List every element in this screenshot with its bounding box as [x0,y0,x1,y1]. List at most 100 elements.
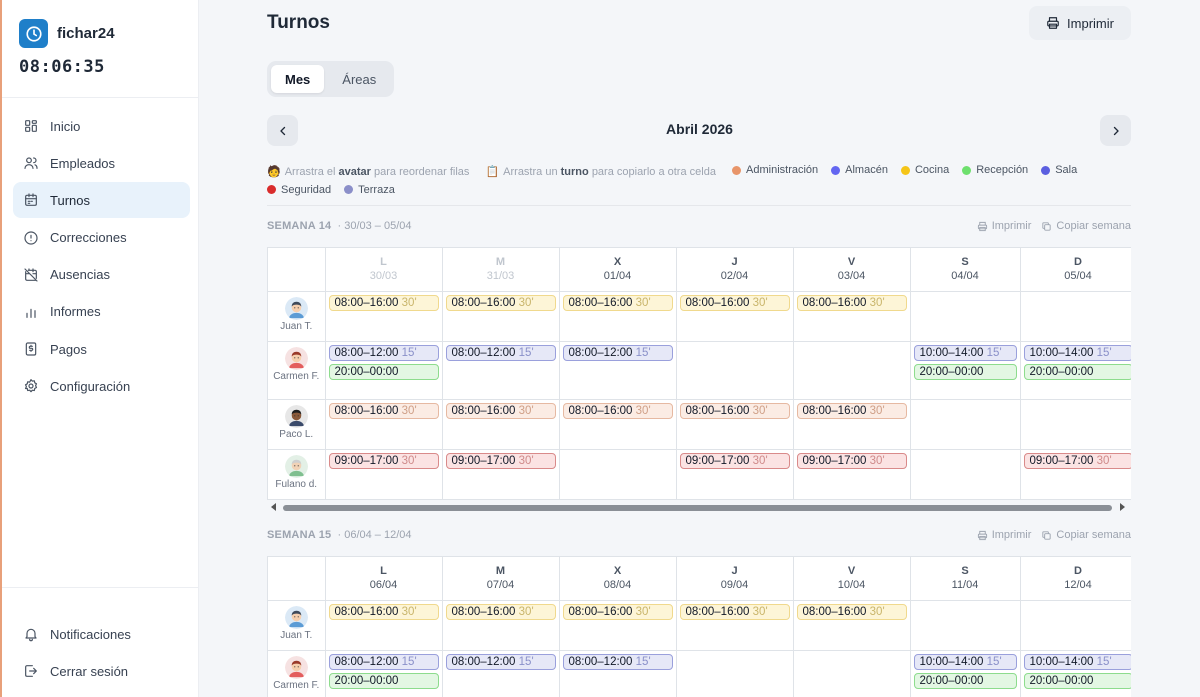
scroll-right-arrow-icon[interactable] [1120,502,1125,511]
next-month-button[interactable] [1100,115,1131,146]
shift-chip[interactable]: 08:00–16:00 30' [679,603,790,620]
shift-cell[interactable] [793,650,911,697]
shift-cell[interactable]: 08:00–16:00 30' [325,399,443,450]
sidebar-item-configuración[interactable]: Configuración [13,368,190,404]
shift-cell[interactable]: 08:00–12:00 15' [559,650,677,697]
sidebar-item-informes[interactable]: Informes [13,294,190,330]
sidebar-item-correcciones[interactable]: Correcciones [13,220,190,256]
shift-chip[interactable]: 10:00–14:00 15' [913,344,1017,361]
shift-cell[interactable]: 08:00–12:00 15' [559,341,677,400]
shift-chip[interactable]: 08:00–16:00 30' [445,402,556,419]
shift-chip[interactable]: 20:00–00:00 [913,363,1017,380]
shift-cell[interactable] [559,449,677,500]
shift-cell[interactable]: 08:00–16:00 30' [442,291,560,342]
shift-chip[interactable]: 20:00–00:00 [328,672,439,689]
shift-cell[interactable]: 08:00–16:00 30' [793,600,911,651]
print-button[interactable]: Imprimir [1029,6,1131,40]
shift-cell[interactable] [1020,600,1131,651]
tab-mes[interactable]: Mes [271,65,325,93]
shift-cell[interactable]: 10:00–14:00 15' 20:00–00:00 [1020,650,1131,697]
shift-cell[interactable]: 08:00–16:00 30' [559,399,677,450]
shift-chip[interactable]: 09:00–17:00 30' [679,452,790,469]
shift-chip[interactable]: 09:00–17:00 30' [328,452,439,469]
week-print-button[interactable]: Imprimir [977,220,1031,232]
shift-chip[interactable]: 08:00–16:00 30' [328,603,439,620]
shift-chip[interactable]: 09:00–17:00 30' [796,452,907,469]
shift-chip[interactable]: 10:00–14:00 15' [1023,653,1131,670]
shift-cell[interactable] [1020,399,1131,450]
shift-cell[interactable]: 08:00–16:00 30' [559,600,677,651]
shift-chip[interactable]: 20:00–00:00 [328,363,439,380]
shift-cell[interactable]: 08:00–16:00 30' [793,291,911,342]
shift-chip[interactable]: 08:00–16:00 30' [445,294,556,311]
shift-cell[interactable]: 08:00–12:00 15' 20:00–00:00 [325,341,443,400]
shift-cell[interactable]: 08:00–16:00 30' [793,399,911,450]
shift-chip[interactable]: 08:00–16:00 30' [679,294,790,311]
avatar[interactable] [284,404,308,428]
shift-cell[interactable] [910,399,1021,450]
shift-chip[interactable]: 20:00–00:00 [1023,672,1131,689]
shift-cell[interactable]: 08:00–12:00 15' [442,341,560,400]
brand[interactable]: fichar24 [19,19,115,48]
shift-chip[interactable]: 08:00–12:00 15' [562,653,673,670]
shift-chip[interactable]: 08:00–12:00 15' [328,344,439,361]
shift-chip[interactable]: 09:00–17:00 30' [445,452,556,469]
sidebar-item-ausencias[interactable]: Ausencias [13,257,190,293]
shift-chip[interactable]: 20:00–00:00 [1023,363,1131,380]
shift-chip[interactable]: 08:00–12:00 15' [562,344,673,361]
shift-cell[interactable]: 08:00–12:00 15' [442,650,560,697]
avatar[interactable] [284,454,308,478]
avatar[interactable] [284,346,308,370]
shift-cell[interactable] [793,341,911,400]
sidebar-item-inicio[interactable]: Inicio [13,108,190,144]
shift-cell[interactable]: 08:00–16:00 30' [676,399,794,450]
shift-cell[interactable] [910,291,1021,342]
sidebar-item-turnos[interactable]: Turnos [13,182,190,219]
copy-week-button[interactable]: Copiar semana [1041,220,1131,232]
shift-chip[interactable]: 10:00–14:00 15' [913,653,1017,670]
sidebar-item-notificaciones[interactable]: Notificaciones [13,616,190,652]
week-print-button[interactable]: Imprimir [977,529,1031,541]
shift-chip[interactable]: 08:00–12:00 15' [445,344,556,361]
sidebar-item-empleados[interactable]: Empleados [13,145,190,181]
shift-cell[interactable] [1020,291,1131,342]
shift-chip[interactable]: 20:00–00:00 [913,672,1017,689]
scroll-thumb[interactable] [283,504,1112,511]
scroll-left-arrow-icon[interactable] [271,502,276,511]
shift-cell[interactable] [910,600,1021,651]
shift-cell[interactable] [910,449,1021,500]
shift-cell[interactable]: 08:00–12:00 15' 20:00–00:00 [325,650,443,697]
shift-chip[interactable]: 08:00–16:00 30' [562,603,673,620]
tab-areas[interactable]: Áreas [342,71,377,87]
avatar[interactable] [284,296,308,320]
shift-cell[interactable]: 09:00–17:00 30' [793,449,911,500]
shift-chip[interactable]: 08:00–16:00 30' [796,603,907,620]
shift-chip[interactable]: 08:00–16:00 30' [679,402,790,419]
shift-chip[interactable]: 08:00–16:00 30' [445,603,556,620]
prev-month-button[interactable] [267,115,298,146]
shift-cell[interactable]: 08:00–16:00 30' [325,600,443,651]
shift-chip[interactable]: 08:00–16:00 30' [796,402,907,419]
shift-cell[interactable]: 08:00–16:00 30' [559,291,677,342]
horizontal-scrollbar[interactable] [267,501,1131,513]
shift-cell[interactable]: 10:00–14:00 15' 20:00–00:00 [910,650,1021,697]
shift-chip[interactable]: 08:00–16:00 30' [328,402,439,419]
shift-cell[interactable]: 09:00–17:00 30' [676,449,794,500]
sidebar-item-pagos[interactable]: Pagos [13,331,190,367]
shift-cell[interactable]: 09:00–17:00 30' [1020,449,1131,500]
shift-cell[interactable]: 09:00–17:00 30' [325,449,443,500]
shift-cell[interactable] [676,650,794,697]
shift-cell[interactable]: 08:00–16:00 30' [442,399,560,450]
shift-chip[interactable]: 08:00–16:00 30' [328,294,439,311]
shift-cell[interactable]: 10:00–14:00 15' 20:00–00:00 [910,341,1021,400]
avatar[interactable] [284,605,308,629]
shift-chip[interactable]: 08:00–12:00 15' [445,653,556,670]
shift-cell[interactable] [676,341,794,400]
shift-cell[interactable]: 08:00–16:00 30' [442,600,560,651]
shift-cell[interactable]: 10:00–14:00 15' 20:00–00:00 [1020,341,1131,400]
shift-cell[interactable]: 08:00–16:00 30' [676,600,794,651]
shift-cell[interactable]: 09:00–17:00 30' [442,449,560,500]
shift-chip[interactable]: 08:00–16:00 30' [796,294,907,311]
avatar[interactable] [284,655,308,679]
shift-chip[interactable]: 08:00–12:00 15' [328,653,439,670]
